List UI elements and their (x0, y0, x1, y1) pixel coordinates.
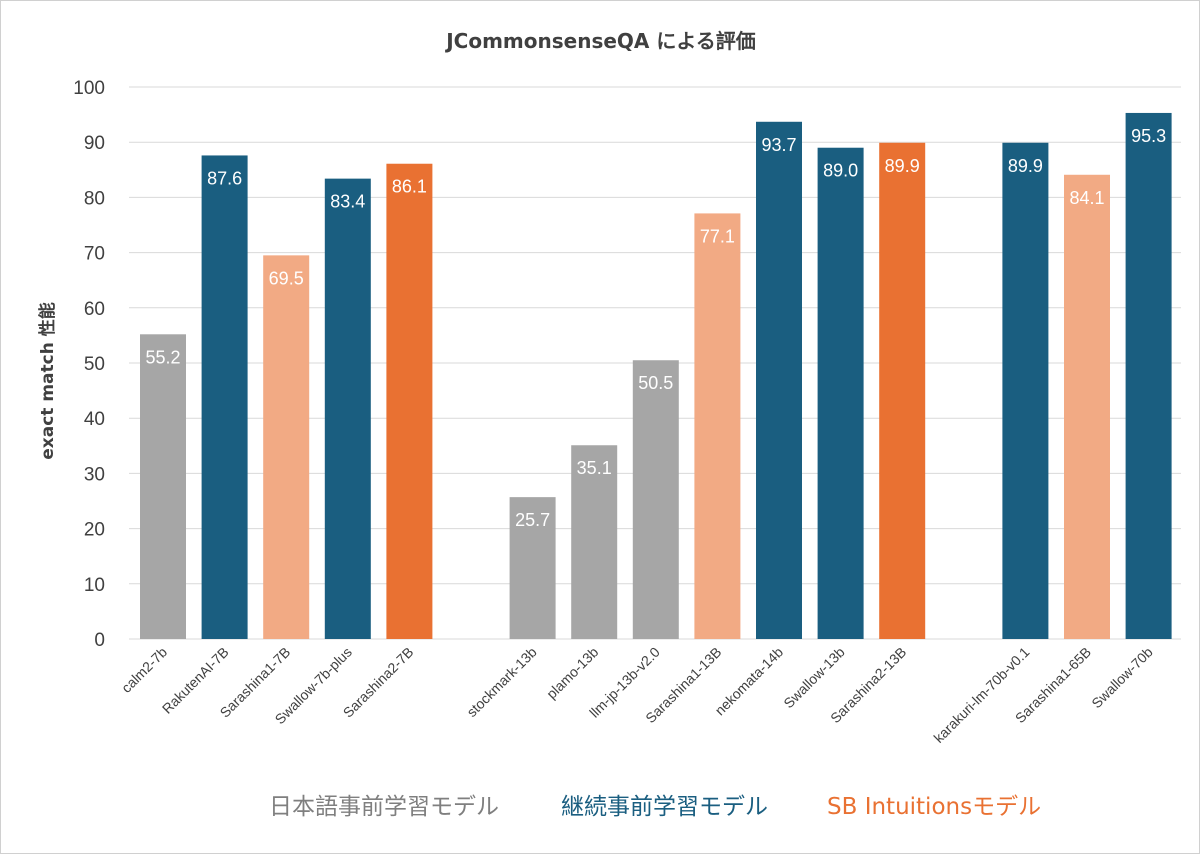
legend-item-continued-pretrained: 継続事前学習モデル (561, 794, 768, 820)
y-axis-label: exact match 性能 (37, 302, 58, 460)
y-tick-label: 0 (94, 630, 105, 651)
data-label: 83.4 (330, 192, 365, 212)
data-labels: 55.2 87.6 69.5 83.4 86.1 25.7 35.1 50.5 77.1 93.7… (145, 126, 1166, 530)
bars (140, 112, 1172, 640)
data-label: 55.2 (145, 347, 180, 367)
y-tick-label: 80 (84, 188, 105, 209)
legend: 日本語事前学習モデル 継続事前学習モデル SB Intuitionsモデル (269, 794, 1041, 820)
data-label: 89.9 (885, 156, 920, 176)
bar (879, 142, 926, 639)
bar (756, 121, 802, 639)
data-label: 86.1 (392, 177, 427, 197)
bar (140, 334, 186, 639)
data-label: 89.0 (823, 161, 858, 181)
y-tick-label: 50 (84, 354, 105, 375)
bar (324, 178, 371, 639)
y-tick-label: 20 (84, 520, 105, 541)
x-axis-ticks: calm2-7bRakutenAI-7BSarashina1-7BSwallow… (118, 644, 1156, 746)
data-label: 25.7 (515, 510, 550, 530)
x-tick-label: Swallow-13b (780, 644, 848, 712)
bar (1064, 174, 1110, 639)
x-tick-label: stockmark-13b (463, 644, 539, 720)
legend-item-sb-intuitions: SB Intuitionsモデル (827, 794, 1041, 820)
bar (571, 445, 618, 639)
bar (263, 255, 310, 640)
data-label: 87.6 (207, 168, 242, 188)
bar (1002, 142, 1049, 639)
legend-item-japanese-pretrained: 日本語事前学習モデル (269, 794, 499, 820)
bar (386, 163, 433, 639)
data-label: 84.1 (1069, 188, 1104, 208)
y-axis-ticks: 0 10 20 30 40 50 60 70 80 90 100 (73, 78, 105, 651)
data-label: 95.3 (1131, 126, 1166, 146)
x-tick-label: Swallow-70b (1088, 644, 1156, 712)
bar (509, 497, 556, 639)
data-label: 35.1 (577, 458, 612, 478)
bar (1125, 112, 1172, 640)
data-label: 89.9 (1008, 156, 1043, 176)
chart-title: JCommonsenseQA による評価 (444, 29, 756, 53)
bar (201, 155, 248, 639)
y-tick-label: 30 (84, 464, 105, 485)
data-label: 77.1 (700, 226, 735, 246)
x-tick-label: plamo-13b (543, 644, 601, 702)
data-label: 69.5 (269, 268, 304, 288)
bar (694, 213, 741, 639)
bar (632, 360, 679, 639)
y-tick-label: 90 (84, 133, 105, 154)
y-tick-label: 40 (84, 409, 105, 430)
data-label: 50.5 (638, 373, 673, 393)
y-tick-label: 70 (84, 244, 105, 265)
y-tick-label: 100 (73, 78, 105, 99)
y-tick-label: 10 (84, 575, 105, 596)
x-tick-label: karakuri-lm-70b-v0.1 (930, 644, 1032, 746)
x-tick-label: calm2-7b (118, 644, 170, 696)
y-tick-label: 60 (84, 299, 105, 320)
data-label: 93.7 (761, 135, 796, 155)
bar (817, 147, 864, 639)
